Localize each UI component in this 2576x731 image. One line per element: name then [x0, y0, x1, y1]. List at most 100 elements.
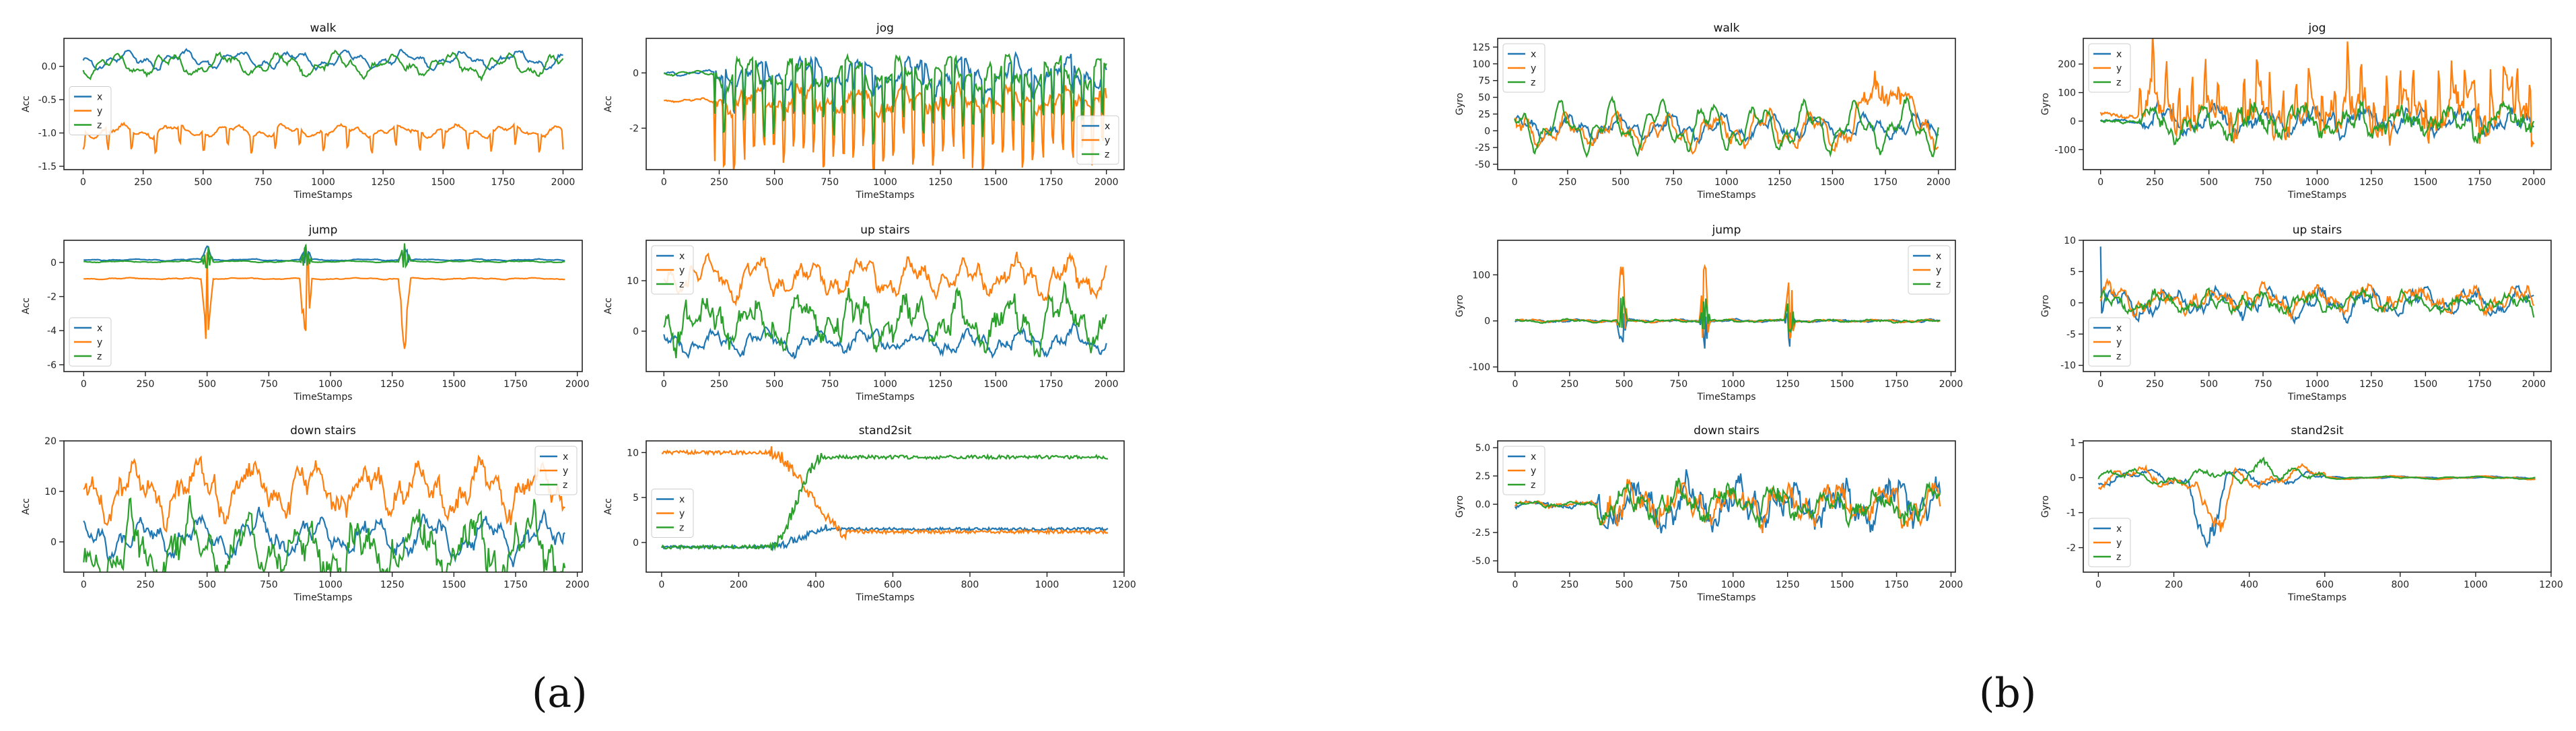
x-tick-label: 1250 — [380, 580, 405, 590]
x-axis-label: TimeStamps — [2287, 592, 2346, 603]
y-tick-label: -6 — [47, 360, 57, 371]
x-tick-label: 250 — [1560, 580, 1578, 590]
legend-label-x: x — [2116, 524, 2122, 534]
y-tick-label: 10 — [44, 487, 57, 497]
x-tick-label: 750 — [821, 177, 839, 188]
x-tick-label: 0 — [81, 379, 87, 390]
y-tick-label: 100 — [1472, 59, 1490, 70]
x-tick-label: 1000 — [2464, 580, 2488, 590]
x-tick-label: 1250 — [1776, 379, 1800, 390]
y-axis-label: Gyro — [2040, 93, 2051, 115]
legend-label-x: x — [1105, 121, 1110, 132]
legend-label-y: y — [97, 106, 102, 117]
x-tick-label: 1000 — [318, 580, 343, 590]
axes-frame — [646, 440, 1125, 573]
y-tick-label: -1.0 — [38, 129, 57, 139]
x-tick-label: 1000 — [318, 379, 343, 390]
x-tick-label: 1750 — [503, 580, 528, 590]
x-tick-label: 250 — [137, 580, 155, 590]
y-tick-label: -1.5 — [38, 162, 57, 172]
x-tick-label: 1500 — [2414, 177, 2438, 188]
legend-label-y: y — [563, 466, 568, 477]
y-tick-label: 75 — [1478, 76, 1490, 87]
x-axis-label: TimeStamps — [2287, 392, 2346, 403]
legend-label-z: z — [679, 279, 684, 290]
x-tick-label: 1500 — [442, 379, 466, 390]
series-line-x — [2097, 468, 2536, 549]
legend-label-x: x — [563, 452, 568, 462]
series-line-x — [663, 321, 1107, 360]
x-tick-label: 500 — [1615, 379, 1633, 390]
y-tick-label: -25 — [1475, 143, 1490, 153]
x-tick-label: 1500 — [2414, 379, 2438, 390]
x-tick-label: 200 — [730, 580, 748, 590]
x-tick-label: 1500 — [984, 177, 1008, 188]
x-tick-label: 1200 — [2539, 580, 2563, 590]
x-tick-label: 500 — [2200, 379, 2218, 390]
y-tick-label: -2 — [47, 292, 57, 303]
y-tick-label: -0.5 — [38, 95, 57, 106]
subplot-a-walk: walk 0 250 500 750 1000 1250 1500 1750 2000 TimeSt… — [21, 22, 583, 201]
subplot-b-stand2sit: stand2sit 0 200 400 600 800 1000 1200 TimeStamps… — [2040, 424, 2563, 603]
series-line-z — [83, 495, 566, 572]
x-tick-label: 750 — [1669, 580, 1687, 590]
x-tick-label: 2000 — [2521, 379, 2546, 390]
series-line-z — [2097, 456, 2536, 485]
legend-label-y: y — [97, 337, 102, 348]
legend-label-z: z — [563, 480, 567, 491]
y-tick-label: -10 — [2060, 361, 2076, 372]
chart-title: jump — [308, 223, 338, 237]
y-tick-label: -50 — [1475, 160, 1490, 170]
y-tick-label: 0 — [2070, 298, 2076, 309]
y-axis-label: Acc — [21, 498, 32, 515]
y-tick-label: 2.5 — [1475, 471, 1490, 482]
x-tick-label: 0 — [80, 177, 86, 188]
series-line-z — [2099, 99, 2535, 145]
y-tick-label: 1 — [2070, 438, 2076, 449]
x-tick-label: 750 — [254, 177, 273, 188]
x-tick-label: 1750 — [2468, 177, 2492, 188]
axes-frame — [2083, 240, 2552, 372]
y-axis-label: Acc — [603, 96, 614, 112]
x-tick-label: 250 — [1560, 379, 1578, 390]
subplot-a-jump: jump 0 250 500 750 1000 1250 1500 1750 2000 TimeSt… — [21, 223, 589, 403]
y-axis-label: Acc — [21, 298, 32, 314]
y-tick-label: 0 — [633, 538, 639, 549]
y-tick-label: -1 — [2066, 508, 2076, 519]
x-tick-label: 750 — [260, 379, 278, 390]
y-tick-label: 0 — [50, 258, 57, 269]
x-tick-label: 500 — [1611, 177, 1630, 188]
legend-label-y: y — [2116, 538, 2122, 549]
x-tick-label: 1000 — [2305, 177, 2330, 188]
series-line-z — [82, 49, 564, 82]
y-tick-label: -5 — [2066, 329, 2076, 340]
x-tick-label: 1750 — [503, 379, 528, 390]
legend-label-z: z — [1531, 77, 1535, 88]
x-tick-label: 500 — [198, 379, 216, 390]
legend-label-z: z — [1105, 149, 1109, 160]
y-tick-label: 5.0 — [1475, 443, 1490, 454]
x-tick-label: 1000 — [873, 379, 897, 390]
x-tick-label: 2000 — [1939, 580, 1963, 590]
series-line-y — [83, 252, 565, 349]
y-tick-label: 0 — [1484, 126, 1490, 137]
legend-label-z: z — [97, 120, 102, 131]
x-tick-label: 750 — [2254, 379, 2272, 390]
subplot-a-up-stairs: up stairs 0 250 500 750 1000 1250 1500 1750 2000 T… — [603, 223, 1125, 403]
y-tick-label: 25 — [1478, 109, 1490, 120]
x-axis-label: TimeStamps — [1696, 592, 1755, 603]
x-tick-label: 1250 — [928, 379, 952, 390]
y-tick-label: 20 — [44, 436, 57, 447]
series-line-y — [83, 454, 565, 533]
y-tick-label: 0 — [2070, 473, 2076, 484]
series-line-z — [663, 280, 1107, 359]
legend-label-x: x — [679, 251, 685, 262]
y-tick-label: 100 — [2058, 88, 2076, 99]
x-tick-label: 1750 — [1873, 177, 1898, 188]
series-line-z — [1515, 477, 1941, 529]
y-axis-label: Acc — [603, 298, 614, 314]
series-line-y — [1515, 264, 1941, 339]
y-axis-label: Gyro — [2040, 295, 2051, 317]
legend-label-x: x — [679, 495, 685, 506]
y-tick-label: 0 — [633, 326, 639, 337]
